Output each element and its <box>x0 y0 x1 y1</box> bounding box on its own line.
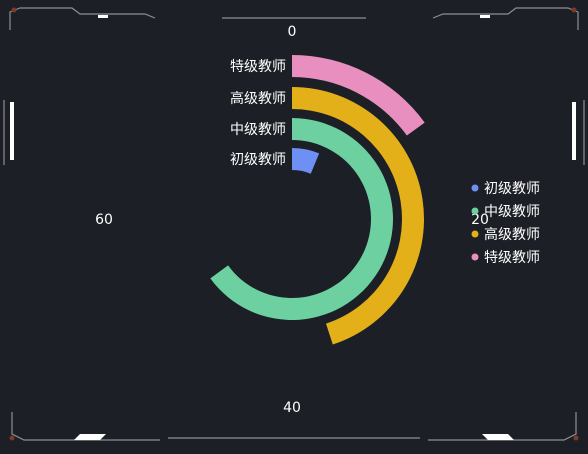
legend-dot[interactable] <box>471 230 479 238</box>
angle-tick-label: 60 <box>95 212 113 228</box>
frame-corner-dot <box>11 7 17 13</box>
frame-right-accent <box>572 102 576 160</box>
legend-label[interactable]: 中级教师 <box>484 204 540 220</box>
frame-top-right-line <box>432 7 579 30</box>
bar-2[interactable] <box>210 118 394 321</box>
legend-dot[interactable] <box>471 253 479 261</box>
legend-label[interactable]: 特级教师 <box>484 250 540 266</box>
frame-top-right-accent <box>480 15 490 18</box>
legend-label[interactable]: 高级教师 <box>484 226 540 243</box>
bar-1[interactable] <box>292 148 320 174</box>
angle-tick-label: 0 <box>288 24 297 40</box>
category-label: 初级教师 <box>230 151 286 168</box>
angle-tick-label: 20 <box>471 212 489 228</box>
legend-dot[interactable] <box>471 207 479 215</box>
frame-left-accent <box>10 102 14 160</box>
legend-label[interactable]: 初级教师 <box>484 180 540 197</box>
bar-3[interactable] <box>292 87 424 345</box>
frame-top-left-accent <box>98 15 108 18</box>
frame-corner-dot <box>571 7 577 13</box>
frame-bottom-left-accent <box>74 434 106 440</box>
frame-bottom-right-accent <box>482 434 514 440</box>
bar-4[interactable] <box>292 55 425 136</box>
category-label: 特级教师 <box>230 59 286 75</box>
frame-corner-dot <box>9 435 15 441</box>
category-label: 高级教师 <box>230 90 286 107</box>
angle-tick-label: 40 <box>283 400 301 416</box>
frame-corner-dot <box>573 435 579 441</box>
legend-dot[interactable] <box>471 184 479 192</box>
category-label: 中级教师 <box>230 122 286 138</box>
frame-top-left-line <box>9 7 156 30</box>
